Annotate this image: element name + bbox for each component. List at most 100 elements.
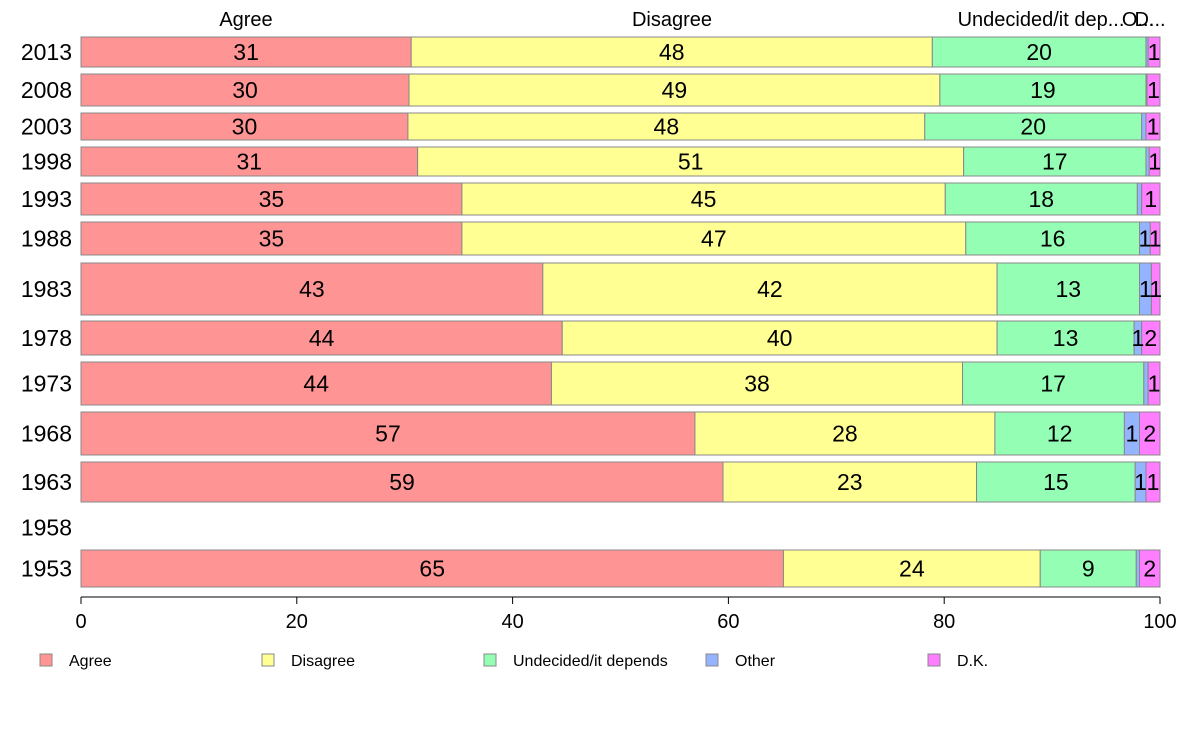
data-label-1988-5: 1 [1149,226,1162,252]
data-label-2008-1: 30 [232,77,258,103]
bar-row-1978: 44 40 13 1 2 [80,320,1161,356]
bar-row-1993: 35 45 18 1 [80,182,1161,216]
legend-swatch-5 [927,653,941,667]
bar-segment-1993-4 [1136,182,1143,216]
bar-segment-2003-1 [80,112,409,141]
legend: Agree Disagree Undecided/it depends Other D.… [39,653,988,670]
bar-segment-1953-3 [1039,549,1137,588]
data-label-1973-3: 17 [1040,371,1066,397]
bar-segment-2003-4 [1141,112,1147,141]
column-header-1: Agree [219,9,272,31]
data-label-1978-1: 44 [309,325,335,351]
bar-segment-2008-2 [408,73,941,107]
data-label-1983-3: 13 [1055,276,1081,302]
legend-swatch-3 [483,653,497,667]
bar-segment-1978-3 [996,320,1135,356]
data-label-1978-5: 2 [1144,325,1157,351]
bar-row-2013: 31 48 20 1 [80,36,1161,68]
bars: 31 48 20 130 49 19 130 48 20 131 51 17 135 45 18 135 47 1… [80,36,1162,588]
data-label-1998-3: 17 [1042,149,1068,175]
data-label-1993-3: 18 [1029,186,1055,212]
data-label-1978-3: 13 [1053,325,1079,351]
legend-label-5: D.K. [957,653,988,670]
bar-row-1973: 44 38 17 1 [80,361,1161,406]
bar-segment-1968-1 [80,411,696,456]
data-label-2008-2: 49 [662,77,688,103]
bar-row-1968: 57 28 12 1 2 [80,411,1161,456]
year-label-1983: 1983 [21,276,72,302]
bar-segment-1993-2 [461,182,946,216]
data-label-1983-2: 42 [757,276,783,302]
legend-swatch-1 [39,653,53,667]
year-label-1958: 1958 [21,515,72,541]
data-label-2013-5: 1 [1148,39,1161,65]
year-label-2008: 2008 [21,77,72,103]
bar-segment-1968-2 [694,411,996,456]
bar-segment-1998-1 [80,146,419,177]
x-tick-label-0: 0 [75,611,86,633]
data-label-1988-4: 1 [1138,226,1151,252]
x-tick-label-40: 40 [501,611,523,633]
data-label-1983-4: 1 [1139,276,1152,302]
x-tick-label-60: 60 [717,611,739,633]
data-label-2013-1: 31 [233,39,259,65]
data-label-2003-3: 20 [1020,114,1046,140]
data-label-1968-3: 12 [1047,421,1073,447]
year-label-1993: 1993 [21,186,72,212]
data-label-1968-2: 28 [832,421,858,447]
bar-segment-1998-3 [963,146,1147,177]
data-label-1973-5: 1 [1148,371,1161,397]
bar-segment-1978-5 [1141,320,1161,356]
bar-segment-1973-1 [80,361,552,406]
bar-segment-1973-5 [1147,361,1161,406]
data-label-1963-4: 1 [1134,469,1147,495]
x-axis: 0 20 40 60 80 100 [75,596,1177,633]
bar-segment-1973-2 [550,361,964,406]
column-header-2: Disagree [632,9,712,31]
legend-swatch-2 [261,653,275,667]
legend-label-2: Disagree [291,653,355,670]
column-header-4: O... [1122,9,1154,31]
data-label-1953-2: 24 [899,556,925,582]
data-label-1963-5: 1 [1147,469,1160,495]
bar-segment-1968-5 [1138,411,1161,456]
data-label-2013-3: 20 [1026,39,1052,65]
bar-segment-1978-2 [561,320,998,356]
bar-segment-1963-3 [976,461,1136,503]
bar-segment-1983-3 [996,262,1140,316]
year-label-1988: 1988 [21,226,72,252]
bar-segment-1963-5 [1145,461,1161,503]
data-label-2008-3: 19 [1030,77,1056,103]
year-label-1998: 1998 [21,149,72,175]
data-label-1968-5: 2 [1143,421,1156,447]
bar-segment-1993-3 [944,182,1138,216]
x-tick-label-100: 100 [1143,611,1176,633]
data-label-2003-2: 48 [654,114,680,140]
bar-segment-1953-2 [782,549,1041,588]
data-label-1988-2: 47 [701,226,727,252]
legend-label-1: Agree [69,653,112,670]
data-label-1968-4: 1 [1126,421,1139,447]
data-label-1963-3: 15 [1043,469,1069,495]
year-label-1973: 1973 [21,371,72,397]
data-label-1993-2: 45 [691,186,717,212]
bar-segment-2003-5 [1145,112,1161,141]
year-label-1968: 1968 [21,421,72,447]
data-label-1983-5: 1 [1149,276,1162,302]
bar-segment-1988-3 [965,221,1140,256]
bar-segment-1968-3 [994,411,1125,456]
bar-segment-1953-5 [1138,549,1161,588]
data-label-1993-5: 1 [1144,186,1157,212]
data-label-1978-2: 40 [767,325,793,351]
bar-segment-1988-5 [1149,221,1161,256]
bar-segment-2008-3 [939,73,1147,107]
bar-segment-1963-2 [722,461,978,503]
bar-segment-1998-5 [1148,146,1161,177]
bar-row-1988: 35 47 16 11 [80,221,1162,256]
bar-row-2003: 30 48 20 1 [80,112,1161,141]
legend-label-3: Undecided/it depends [513,653,668,670]
data-label-1998-1: 31 [237,149,263,175]
data-label-1953-5: 2 [1143,556,1156,582]
data-label-1998-2: 51 [678,149,704,175]
